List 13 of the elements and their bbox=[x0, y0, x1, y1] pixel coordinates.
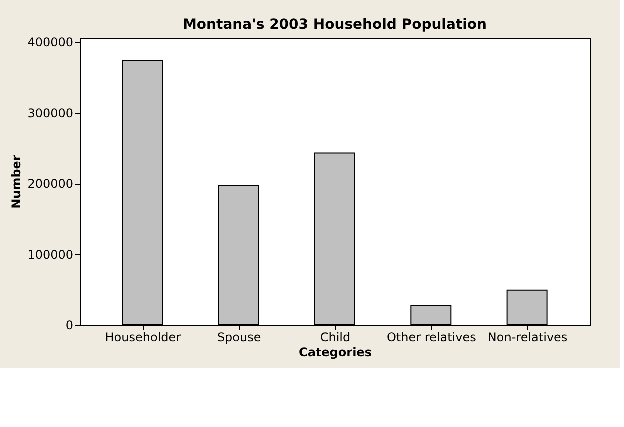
x-tick-label: Non-relatives bbox=[488, 330, 568, 344]
x-tick-label: Spouse bbox=[217, 330, 262, 344]
y-tick-label: 0 bbox=[66, 318, 74, 332]
y-tick-label: 400000 bbox=[28, 36, 74, 50]
x-axis-title: Categories bbox=[299, 346, 372, 360]
y-tick-label: 100000 bbox=[28, 248, 74, 262]
chart-title: Montana's 2003 Household Population bbox=[182, 17, 488, 34]
x-tick-label: Other relatives bbox=[386, 330, 476, 344]
y-tick-label: 200000 bbox=[28, 177, 74, 192]
x-tick-label: Child bbox=[320, 330, 351, 344]
y-axis-title: Number bbox=[10, 155, 24, 209]
x-tick-label: Householder bbox=[105, 330, 182, 344]
y-tick-label: 300000 bbox=[28, 106, 74, 120]
